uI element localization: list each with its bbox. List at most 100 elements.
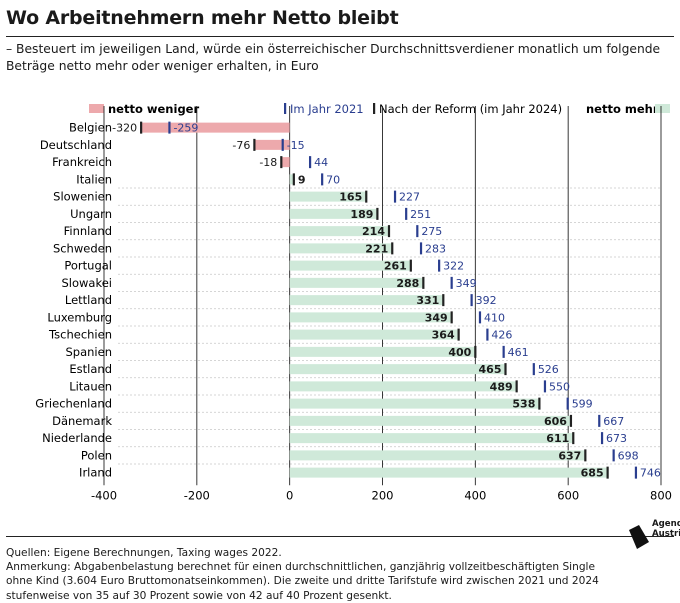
- category-label: Polen: [81, 448, 112, 462]
- category-label: Finnland: [64, 224, 112, 238]
- marker-reform: [376, 207, 379, 220]
- marker-reform: [442, 294, 445, 307]
- bar-reform: [289, 467, 608, 478]
- value-label-2021: 275: [421, 225, 442, 238]
- marker-reform: [387, 225, 391, 238]
- marker-2021: [438, 259, 441, 272]
- value-label-reform: 288: [396, 277, 419, 290]
- value-label-2021: 251: [410, 208, 431, 221]
- marker-2021: [321, 173, 324, 186]
- marker-2021: [600, 432, 604, 445]
- chart-legend: netto weniger Im Jahr 2021 Nach der Refo…: [89, 102, 670, 116]
- x-tick-label: 400: [464, 488, 486, 502]
- marker-reform: [422, 276, 425, 289]
- marker-2021: [598, 414, 601, 427]
- value-label-reform: 165: [339, 191, 362, 204]
- category-label: Ungarn: [70, 207, 112, 221]
- marker-reform: [606, 466, 609, 479]
- value-label-2021: 392: [476, 294, 497, 307]
- marker-reform: [584, 449, 587, 462]
- value-label-2021: 44: [314, 156, 328, 169]
- value-label-reform: 606: [544, 415, 567, 428]
- marker-2021: [532, 363, 535, 376]
- bar-reform: [289, 174, 294, 185]
- category-label: Estland: [69, 362, 112, 376]
- x-tick-label: 800: [650, 488, 672, 502]
- legend-marker-2021: [284, 103, 287, 114]
- value-label-2021: 227: [399, 191, 420, 204]
- footer-divider: [6, 536, 674, 537]
- marker-2021: [393, 190, 397, 203]
- logo-text-line1: Agenda: [652, 519, 680, 529]
- value-label-2021: 426: [491, 329, 512, 342]
- category-label: Deutschland: [40, 138, 112, 152]
- bar-reform: [141, 122, 290, 133]
- value-label-2021: 746: [640, 467, 661, 480]
- marker-2021: [308, 156, 312, 169]
- marker-2021: [450, 276, 453, 289]
- legend-swatch-negative: [89, 104, 104, 113]
- x-tick-label: 600: [557, 488, 579, 502]
- logo-mark-icon: [629, 525, 649, 549]
- category-label: Luxemburg: [47, 310, 112, 324]
- category-label: Griechenland: [35, 397, 112, 411]
- value-label-reform: 214: [362, 225, 385, 238]
- marker-2021: [612, 449, 615, 462]
- marker-reform: [365, 190, 368, 203]
- category-label: Litauen: [69, 379, 112, 393]
- legend-swatch-positive: [655, 104, 670, 113]
- marker-reform: [391, 242, 394, 255]
- value-label-reform: 221: [365, 242, 388, 255]
- category-label: Slowenien: [53, 190, 112, 204]
- value-label-reform: 538: [512, 398, 535, 411]
- value-label-2021: 283: [425, 242, 446, 255]
- value-label-2021: 526: [538, 363, 559, 376]
- category-label: Lettland: [65, 293, 112, 307]
- bar-reform: [289, 381, 517, 392]
- bar-reform: [281, 157, 290, 168]
- bar-reform: [289, 312, 452, 323]
- marker-2021: [281, 138, 284, 151]
- category-label: Tschechien: [48, 328, 112, 342]
- marker-reform: [504, 363, 507, 376]
- marker-2021: [543, 380, 547, 393]
- value-label-2021: 410: [484, 311, 505, 324]
- marker-2021: [168, 121, 171, 134]
- x-tick-label: 0: [286, 488, 293, 502]
- value-label-2021: 599: [572, 398, 593, 411]
- value-label-2021: 673: [606, 432, 627, 445]
- marker-reform: [450, 311, 453, 324]
- bar-reform: [289, 191, 367, 202]
- bar-reform: [289, 260, 411, 271]
- value-label-reform: 637: [558, 449, 581, 462]
- legend-label-negative: netto weniger: [108, 102, 199, 116]
- value-label-2021: 349: [456, 277, 477, 290]
- category-label: Frankreich: [52, 155, 112, 169]
- bar-reform: [289, 295, 444, 306]
- category-label: Dänemark: [52, 414, 112, 428]
- marker-reform: [280, 156, 283, 169]
- value-label-2021: 461: [508, 346, 529, 359]
- bar-reform: [289, 329, 459, 340]
- footnote: Quellen: Eigene Berechnungen, Taxing wag…: [6, 546, 606, 603]
- logo-text-line2: Austria: [652, 528, 680, 539]
- marker-reform: [572, 432, 575, 445]
- marker-2021: [502, 345, 505, 358]
- value-label-reform: 400: [448, 346, 471, 359]
- value-label-2021: -259: [173, 122, 198, 135]
- value-label-reform: -76: [232, 139, 250, 152]
- marker-2021: [405, 207, 408, 220]
- value-label-2021: 667: [603, 415, 624, 428]
- category-label: Belgien: [69, 121, 112, 135]
- bar-reform: [289, 398, 540, 409]
- x-tick-label: -400: [91, 488, 117, 502]
- marker-2021: [486, 328, 489, 341]
- marker-reform: [569, 414, 573, 427]
- value-label-reform: 364: [432, 329, 455, 342]
- value-label-reform: 261: [384, 260, 407, 273]
- value-label-reform: 9: [298, 173, 306, 186]
- chart-subtitle: – Besteuert im jeweiligen Land, würde ei…: [6, 42, 661, 73]
- value-label-2021: -15: [287, 139, 305, 152]
- marker-reform: [515, 380, 518, 393]
- legend-label-reform: Nach der Reform (im Jahr 2024): [379, 102, 562, 116]
